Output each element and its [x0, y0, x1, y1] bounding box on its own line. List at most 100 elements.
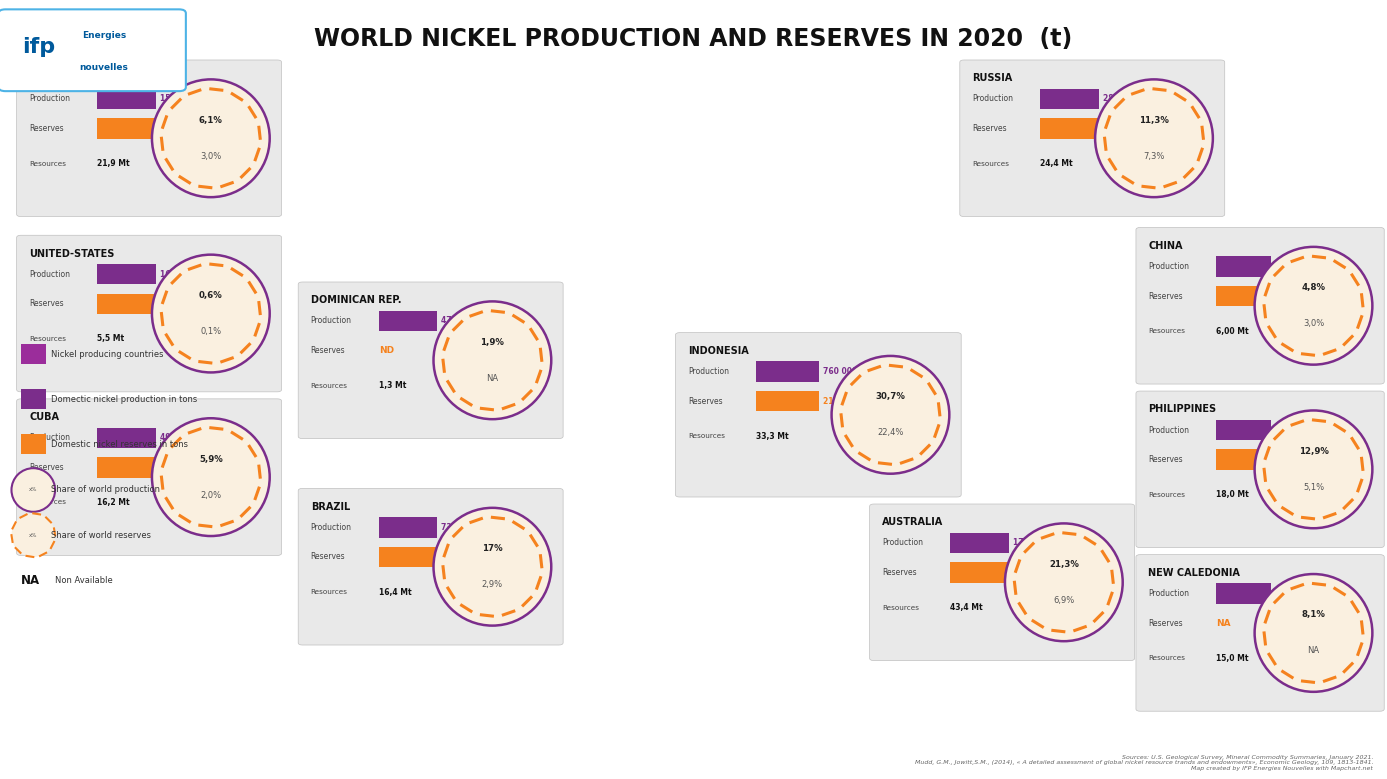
Text: 2 800 000: 2 800 000: [1275, 291, 1318, 301]
FancyBboxPatch shape: [675, 333, 961, 497]
Text: 3,0%: 3,0%: [200, 152, 222, 160]
FancyBboxPatch shape: [21, 344, 46, 364]
Text: Production: Production: [1148, 589, 1190, 598]
Text: 30,7%: 30,7%: [875, 393, 906, 401]
Text: 16,2 Mt: 16,2 Mt: [97, 498, 130, 507]
Text: Reserves: Reserves: [29, 463, 64, 472]
Text: 15,0 Mt: 15,0 Mt: [1216, 654, 1248, 663]
Text: Resources: Resources: [29, 336, 67, 342]
Text: Domectic nickel production in tons: Domectic nickel production in tons: [51, 395, 197, 404]
Text: Production: Production: [1148, 262, 1190, 271]
Text: 17%: 17%: [483, 545, 502, 553]
Text: 150 000: 150 000: [160, 94, 194, 104]
FancyBboxPatch shape: [950, 562, 1008, 583]
FancyBboxPatch shape: [17, 235, 282, 392]
Text: 49 000: 49 000: [160, 433, 189, 442]
FancyBboxPatch shape: [1136, 555, 1384, 711]
Text: 120 000: 120 000: [1275, 262, 1309, 271]
Text: DOMINICAN REP.: DOMINICAN REP.: [311, 295, 401, 305]
Text: 33,3 Mt: 33,3 Mt: [756, 432, 789, 441]
FancyBboxPatch shape: [0, 9, 186, 91]
Text: Resources: Resources: [1148, 655, 1186, 661]
Text: 22,4%: 22,4%: [877, 428, 904, 437]
Text: NA: NA: [21, 574, 40, 587]
Text: NEW CALEDONIA: NEW CALEDONIA: [1148, 568, 1240, 578]
Text: x%: x%: [29, 488, 37, 492]
Text: 170 000: 170 000: [1013, 538, 1047, 548]
Text: Reserves: Reserves: [1148, 619, 1183, 628]
Text: 0,1%: 0,1%: [200, 327, 222, 336]
Text: Reserves: Reserves: [1148, 291, 1183, 301]
Text: 760 000: 760 000: [824, 367, 857, 376]
Text: 16,4 Mt: 16,4 Mt: [379, 587, 412, 597]
Text: 0,6%: 0,6%: [198, 291, 223, 300]
Text: 4 800 000: 4 800 000: [1275, 455, 1318, 464]
FancyBboxPatch shape: [960, 60, 1225, 217]
Text: CHINA: CHINA: [1148, 241, 1183, 251]
FancyBboxPatch shape: [1136, 227, 1384, 384]
Text: WORLD NICKEL PRODUCTION AND RESERVES IN 2020  (t): WORLD NICKEL PRODUCTION AND RESERVES IN …: [315, 27, 1072, 51]
Text: NA: NA: [1308, 647, 1319, 655]
Text: UNITED-STATES: UNITED-STATES: [29, 249, 115, 259]
Text: Resources: Resources: [972, 160, 1010, 167]
Text: 43,4 Mt: 43,4 Mt: [950, 603, 983, 612]
Ellipse shape: [153, 79, 269, 197]
Text: Production: Production: [29, 270, 71, 279]
FancyBboxPatch shape: [1216, 449, 1270, 470]
FancyBboxPatch shape: [1136, 391, 1384, 548]
Text: 5,5 Mt: 5,5 Mt: [97, 334, 125, 344]
FancyBboxPatch shape: [756, 361, 820, 382]
FancyBboxPatch shape: [21, 389, 46, 409]
FancyBboxPatch shape: [1040, 118, 1099, 139]
Text: 6 900 000: 6 900 000: [1103, 124, 1144, 133]
Text: 100 000: 100 000: [160, 299, 194, 308]
Text: x%: x%: [29, 533, 37, 538]
Text: 73 000: 73 000: [441, 523, 470, 532]
Text: 12,9%: 12,9%: [1298, 447, 1329, 456]
Text: 1,9%: 1,9%: [480, 338, 505, 347]
Text: Reserves: Reserves: [311, 346, 345, 355]
Text: Nickel producing countries: Nickel producing countries: [51, 350, 164, 359]
Text: 320 000: 320 000: [1275, 425, 1309, 435]
FancyBboxPatch shape: [756, 391, 820, 411]
Text: AUSTRALIA: AUSTRALIA: [882, 517, 943, 527]
Text: Reserves: Reserves: [972, 124, 1007, 133]
FancyBboxPatch shape: [379, 547, 437, 567]
FancyBboxPatch shape: [1216, 420, 1270, 440]
Text: CUBA: CUBA: [29, 412, 60, 422]
Text: 200 000: 200 000: [1275, 589, 1309, 598]
Text: 24,4 Mt: 24,4 Mt: [1040, 159, 1074, 168]
Ellipse shape: [1006, 523, 1122, 641]
Text: Reserves: Reserves: [29, 124, 64, 133]
Ellipse shape: [1096, 79, 1212, 197]
Ellipse shape: [11, 513, 55, 557]
FancyBboxPatch shape: [97, 118, 155, 139]
Text: Production: Production: [1148, 425, 1190, 435]
Text: 16 000 000: 16 000 000: [441, 552, 488, 562]
Ellipse shape: [1255, 574, 1372, 692]
Text: 47 000: 47 000: [441, 316, 470, 326]
Text: 5 500 000: 5 500 000: [160, 463, 201, 472]
FancyBboxPatch shape: [21, 434, 46, 454]
Ellipse shape: [434, 508, 551, 626]
Text: nouvelles: nouvelles: [79, 63, 129, 72]
FancyBboxPatch shape: [17, 60, 282, 217]
FancyBboxPatch shape: [298, 488, 563, 645]
Ellipse shape: [153, 255, 269, 372]
FancyBboxPatch shape: [97, 457, 155, 478]
Text: 16 000: 16 000: [160, 270, 189, 279]
Text: 21,9 Mt: 21,9 Mt: [97, 159, 130, 168]
Text: 6,9%: 6,9%: [1053, 596, 1075, 605]
FancyBboxPatch shape: [17, 399, 282, 555]
Text: 3,0%: 3,0%: [1302, 319, 1325, 328]
Text: Production: Production: [688, 367, 730, 376]
FancyBboxPatch shape: [1216, 286, 1270, 306]
FancyBboxPatch shape: [97, 264, 155, 284]
Text: INDONESIA: INDONESIA: [688, 346, 749, 356]
Ellipse shape: [1255, 411, 1372, 528]
Text: Resources: Resources: [882, 605, 920, 611]
Text: 8,1%: 8,1%: [1301, 611, 1326, 619]
Text: Resources: Resources: [311, 382, 348, 389]
Text: Resources: Resources: [1148, 492, 1186, 498]
Text: Reserves: Reserves: [29, 299, 64, 308]
